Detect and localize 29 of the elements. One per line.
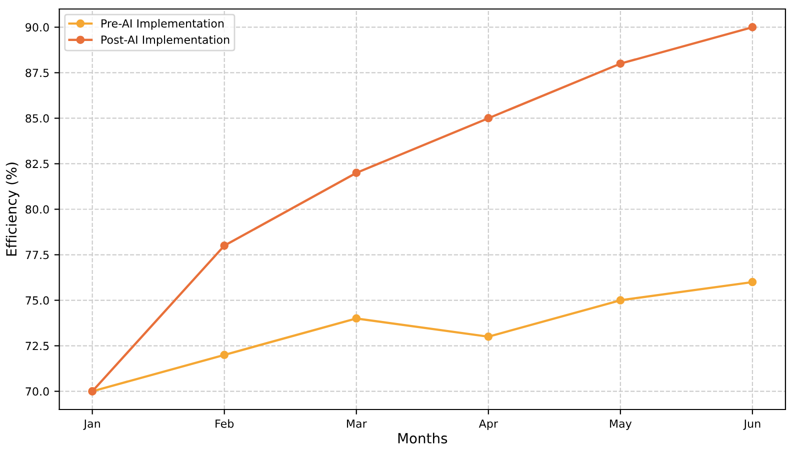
point bbox=[484, 114, 493, 122]
point bbox=[616, 59, 625, 68]
point bbox=[352, 314, 361, 323]
x-tick-label: Jan bbox=[83, 420, 100, 430]
x-axis-title: Months bbox=[398, 432, 448, 444]
point bbox=[748, 278, 757, 286]
y-tick-label: 70.0 bbox=[26, 387, 49, 396]
x-tick-label: Feb bbox=[216, 419, 234, 428]
point bbox=[484, 332, 493, 341]
x-tick-label: May bbox=[610, 420, 632, 430]
x-tick-label: Mar bbox=[346, 420, 367, 428]
x-tick-label: Apr bbox=[478, 420, 498, 430]
point bbox=[220, 350, 229, 360]
x-tick-label: Jun bbox=[743, 420, 760, 430]
point bbox=[220, 241, 229, 250]
y-axis-title: Efficiency (%) bbox=[6, 162, 20, 256]
y-tick-label: 80.0 bbox=[26, 205, 49, 214]
y-tick-label: 90.0 bbox=[26, 23, 49, 32]
y-tick-label: 87.5 bbox=[26, 68, 49, 78]
y-tick-label: 75.0 bbox=[26, 296, 49, 305]
legend-label: Pre-AI Implementation bbox=[102, 19, 224, 30]
legend-label: Post-AI Implementation bbox=[102, 35, 230, 46]
point bbox=[352, 168, 361, 178]
y-tick-label: 77.5 bbox=[26, 250, 49, 260]
point bbox=[748, 23, 757, 32]
y-tick-label: 72.5 bbox=[26, 342, 49, 350]
y-tick-label: 85.0 bbox=[26, 114, 49, 123]
y-tick-label: 82.5 bbox=[26, 160, 49, 168]
point bbox=[616, 296, 625, 304]
